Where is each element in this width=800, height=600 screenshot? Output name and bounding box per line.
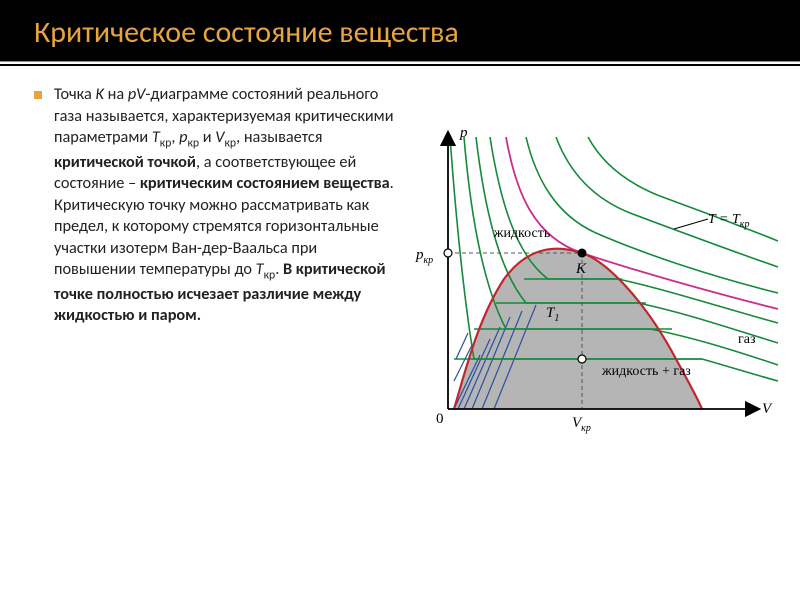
slide-content: Точка K на pV-диаграмме состояний реальн… bbox=[0, 84, 800, 454]
text-column: Точка K на pV-диаграмме состояний реальн… bbox=[34, 84, 394, 454]
svg-text:K: K bbox=[575, 261, 587, 277]
svg-text:жидкость: жидкость bbox=[493, 226, 550, 241]
bullet-item: Точка K на pV-диаграмме состояний реальн… bbox=[34, 84, 394, 327]
svg-text:жидкость + газ: жидкость + газ bbox=[601, 364, 691, 379]
slide-header: Критическое состояние вещества bbox=[0, 0, 800, 62]
slide-title: Критическое состояние вещества bbox=[34, 14, 766, 51]
bullet-icon bbox=[34, 91, 42, 99]
svg-text:pкр: pкр bbox=[415, 247, 433, 266]
svg-text:p: p bbox=[459, 125, 468, 141]
diagram-column: pV0pкрVкрKT1жидкостьгазжидкость + газT =… bbox=[402, 84, 790, 454]
svg-text:0: 0 bbox=[436, 411, 444, 427]
paragraph: Точка K на pV-диаграмме состояний реальн… bbox=[54, 84, 394, 327]
svg-text:V: V bbox=[762, 401, 773, 417]
header-divider bbox=[0, 64, 800, 66]
pv-phase-diagram: pV0pкрVкрKT1жидкостьгазжидкость + газT =… bbox=[406, 114, 786, 454]
svg-text:газ: газ bbox=[738, 332, 756, 347]
svg-text:T = Tкр: T = Tкр bbox=[708, 212, 749, 230]
svg-text:Vкр: Vкр bbox=[572, 415, 591, 434]
